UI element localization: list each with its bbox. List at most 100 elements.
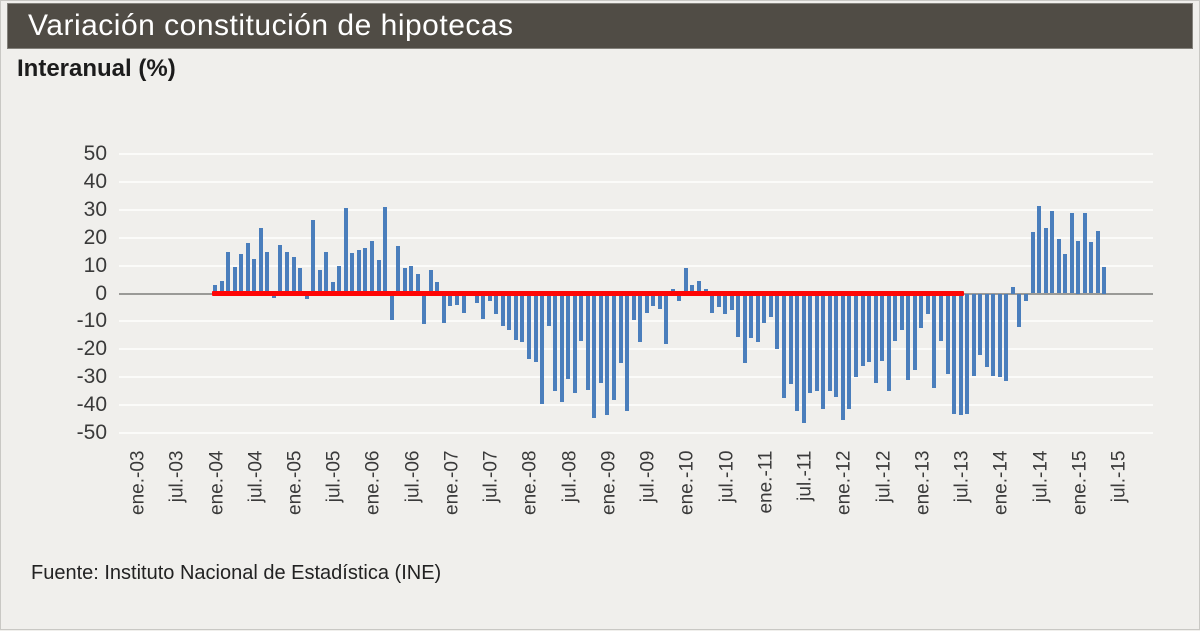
data-bar [638, 293, 643, 343]
data-bar [742, 293, 747, 364]
data-bar [396, 246, 401, 294]
data-bar [1030, 232, 1035, 294]
data-bar [579, 293, 584, 341]
data-bar [494, 293, 499, 315]
data-bar [572, 293, 577, 393]
data-bar [664, 293, 669, 344]
data-bar [631, 293, 636, 320]
data-bar [553, 293, 558, 392]
data-bar [697, 280, 701, 294]
y-axis-tick-label: -40 [76, 393, 107, 417]
data-bar [762, 293, 767, 323]
data-bar [487, 293, 492, 301]
x-axis-tick-label: ene.-08 [519, 450, 541, 515]
data-bar [226, 251, 231, 294]
x-axis-tick-label: ene.-03 [127, 450, 149, 515]
data-bar [795, 293, 800, 411]
data-bar [880, 293, 885, 361]
data-bar [370, 240, 374, 294]
data-bar [651, 293, 656, 307]
data-bar [1010, 286, 1015, 294]
data-bar [533, 293, 538, 362]
y-axis-tick-label: -10 [76, 309, 107, 333]
x-axis-tick-label: jul.-15 [1108, 450, 1130, 503]
data-bar [441, 293, 446, 323]
data-bar [1037, 205, 1041, 294]
data-bar [1102, 267, 1107, 294]
data-bar [625, 293, 629, 411]
x-axis-tick-label: jul.-14 [1030, 450, 1051, 503]
x-axis-tick-label: jul.-07 [480, 450, 502, 503]
x-axis-tick-label: jul.-03 [166, 450, 188, 503]
data-bar [474, 293, 479, 304]
data-bar [402, 268, 407, 294]
data-bar [566, 293, 571, 379]
data-bar [677, 293, 682, 301]
x-axis-tick-label: jul.-12 [873, 450, 895, 503]
data-bar [265, 251, 270, 294]
data-bar [965, 293, 970, 414]
x-axis-tick-label: ene.-11 [755, 450, 777, 514]
data-bar [481, 293, 486, 319]
data-bar [304, 293, 309, 300]
data-bar [219, 280, 224, 294]
data-bar [749, 293, 754, 339]
data-bar [298, 268, 302, 294]
source-note: Fuente: Instituto Nacional de Estadístic… [31, 562, 442, 584]
data-bar [559, 293, 564, 403]
gridline [119, 348, 1153, 351]
data-bar [389, 293, 394, 320]
data-bar [356, 250, 361, 294]
data-bar [317, 269, 322, 294]
data-bar [252, 258, 257, 294]
data-bar [500, 293, 505, 326]
data-bar [330, 282, 335, 294]
data-bar [782, 293, 786, 399]
x-axis-tick-label: ene.-10 [676, 450, 698, 515]
data-bar [383, 207, 387, 294]
y-axis-tick-label: 10 [83, 253, 107, 277]
x-axis-tick-label: ene.-05 [284, 450, 306, 515]
data-bar [821, 293, 826, 410]
data-bar [723, 293, 728, 315]
title-bar: Variación constitución de hipotecas [7, 3, 1193, 49]
data-bar [834, 293, 839, 397]
data-bar [867, 293, 871, 362]
data-bar [1063, 254, 1068, 294]
data-bar [1089, 241, 1094, 294]
data-bar [912, 293, 917, 371]
data-bar [1024, 293, 1028, 301]
data-bar [847, 293, 852, 410]
data-bar [422, 293, 427, 325]
x-axis-tick-label: jul.-13 [951, 450, 973, 503]
x-axis-tick-label: ene.-14 [990, 450, 1012, 515]
data-bar [925, 293, 930, 315]
data-bar [1095, 230, 1100, 294]
data-bar [598, 293, 603, 383]
data-bar [232, 267, 237, 294]
y-axis-tick-label: 20 [83, 225, 107, 249]
data-bar [690, 285, 695, 294]
x-axis-tick-label: jul.-10 [716, 450, 738, 503]
y-axis-tick-label: 50 [83, 142, 107, 165]
data-bar [376, 260, 381, 294]
data-bar [932, 293, 937, 389]
data-bar [906, 293, 911, 380]
data-bar [284, 251, 289, 294]
data-bar [428, 269, 433, 294]
y-axis-tick-label: -20 [76, 337, 107, 361]
zero-reference-line [212, 291, 965, 296]
gridline [119, 264, 1153, 267]
data-bar [546, 293, 551, 326]
data-bar [716, 293, 721, 308]
data-bar [984, 293, 989, 368]
gridline [119, 376, 1153, 379]
x-axis-tick-label: ene.-07 [441, 450, 463, 515]
x-axis-tick-label: jul.-06 [402, 450, 424, 503]
gridline [119, 236, 1153, 239]
y-axis-tick-label: 0 [95, 281, 107, 305]
x-axis-tick-label: jul.-11 [794, 450, 816, 501]
chart-subtitle-y-axis-label: Interanual (%) [17, 55, 176, 82]
